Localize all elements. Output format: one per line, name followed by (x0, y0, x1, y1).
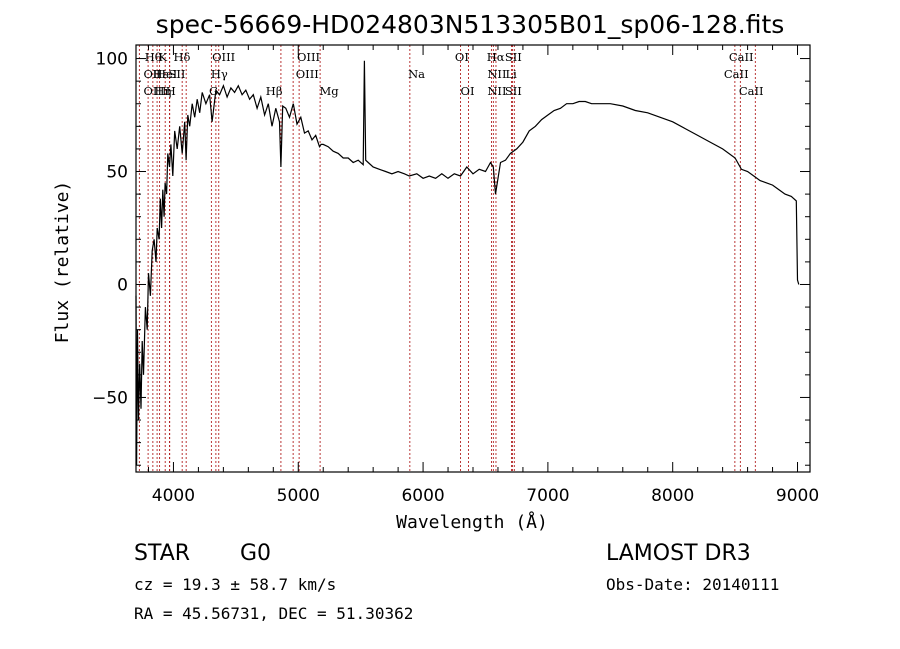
spectral-subclass: G0 (240, 541, 271, 566)
coordinates: RA = 45.56731, DEC = 51.30362 (134, 604, 413, 623)
line-label: HeI (156, 67, 177, 81)
line-label: OI (461, 84, 475, 98)
x-tick-label: 4000 (152, 486, 195, 506)
line-label: NII (487, 67, 506, 81)
line-label: G (209, 84, 218, 98)
y-tick-label: 100 (96, 50, 128, 70)
line-label: NII (487, 84, 506, 98)
line-label: Hη (154, 84, 171, 98)
line-label: K (158, 50, 167, 64)
line-label: OIII (143, 84, 166, 98)
line-label: SII (168, 67, 185, 81)
y-tick-label: 50 (106, 163, 128, 183)
line-label: CaII (724, 67, 749, 81)
line-markers (138, 45, 756, 472)
line-label: CaII (729, 50, 754, 64)
plot-frame (135, 44, 811, 473)
line-label: SII (505, 84, 522, 98)
line-label: Hβ (266, 84, 283, 98)
redshift-velocity: cz = 19.3 ± 58.7 km/s (134, 575, 336, 594)
line-label: Li (505, 67, 517, 81)
y-tick-label: −50 (92, 388, 128, 408)
line-label: Hα (487, 50, 505, 64)
x-tick-label: 6000 (401, 486, 444, 506)
x-tick-label: 7000 (526, 486, 569, 506)
line-label: H (166, 84, 176, 98)
chart-title: spec-56669-HD024803N513305B01_sp06-128.f… (156, 10, 785, 39)
y-axis: −50 0 50 100 (92, 50, 810, 466)
y-tick-label: 0 (117, 275, 128, 295)
x-tick-label: 9000 (776, 486, 819, 506)
line-label: OIII (212, 50, 235, 64)
line-label: OII (143, 67, 162, 81)
survey-release: LAMOST DR3 (606, 541, 751, 566)
line-label: CaII (739, 84, 764, 98)
x-tick-label: 5000 (277, 486, 320, 506)
observation-date: Obs-Date: 20140111 (606, 575, 779, 594)
x-axis: 4000 5000 6000 7000 8000 9000 (147, 45, 819, 506)
line-label: Hδ (173, 50, 190, 64)
spectrum-series-line (135, 60, 800, 466)
line-label: OIII (297, 50, 320, 64)
y-axis-label: Flux (relative) (52, 181, 73, 344)
line-label: Na (408, 67, 425, 81)
line-label: SII (505, 50, 522, 64)
line-label: OI (455, 50, 469, 64)
line-label: Hε (152, 67, 168, 81)
object-class: STAR (134, 541, 190, 566)
line-label: Hθ (145, 50, 162, 64)
x-axis-label: Wavelength (Å) (396, 511, 548, 533)
line-label: Hγ (211, 67, 228, 81)
line-label: OIII (296, 67, 319, 81)
x-tick-label: 8000 (651, 486, 694, 506)
line-label: Mg (319, 84, 339, 98)
